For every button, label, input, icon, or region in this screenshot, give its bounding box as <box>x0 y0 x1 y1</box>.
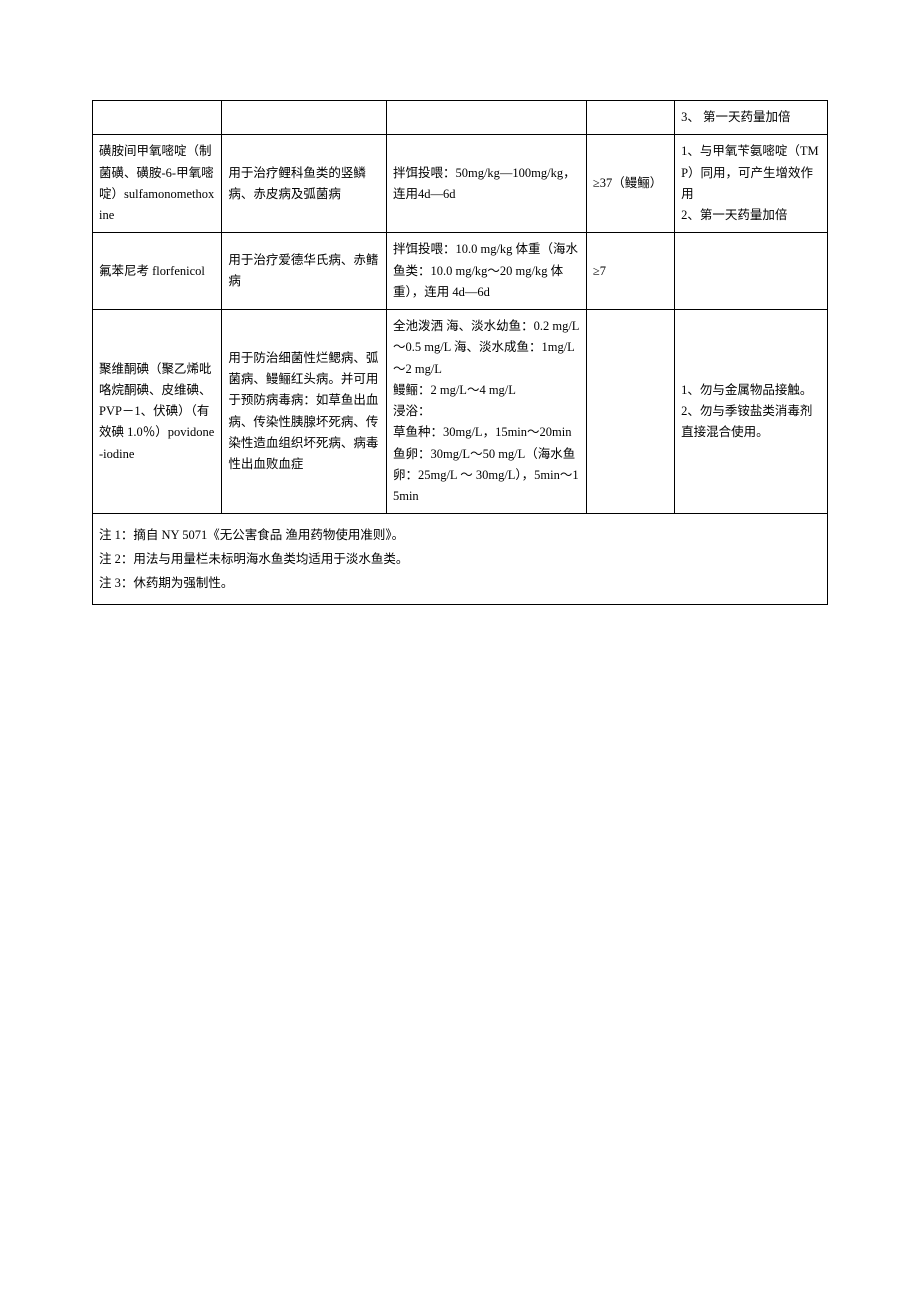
cell-note: 1、与甲氧苄氨嘧啶（TMP）同用，可产生增效作用2、第一天药量加倍 <box>675 135 828 233</box>
table-row: 3、 第一天药量加倍 <box>93 101 828 135</box>
cell-name: 氟苯尼考 florfenicol <box>93 233 222 310</box>
drug-table: 3、 第一天药量加倍 磺胺间甲氧嘧啶（制菌磺、磺胺-6-甲氧嘧啶）sulfamo… <box>92 100 828 605</box>
cell-use: 用于防治细菌性烂鳃病、弧菌病、鳗鲡红头病。并可用于预防病毒病：如草鱼出血病、传染… <box>222 310 387 514</box>
footnote-line: 注 2：用法与用量栏未标明海水鱼类均适用于淡水鱼类。 <box>99 548 821 572</box>
cell-name: 磺胺间甲氧嘧啶（制菌磺、磺胺-6-甲氧嘧啶）sulfamonomethoxine <box>93 135 222 233</box>
cell-dose: 全池泼洒 海、淡水幼鱼：0.2 mg/L～0.5 mg/L 海、淡水成鱼：1mg… <box>386 310 586 514</box>
document-page: 3、 第一天药量加倍 磺胺间甲氧嘧啶（制菌磺、磺胺-6-甲氧嘧啶）sulfamo… <box>0 0 920 645</box>
cell-dose: 拌饵投喂：50mg/kg—100mg/kg，连用4d—6d <box>386 135 586 233</box>
cell-withdrawal <box>586 310 674 514</box>
footnotes-cell: 注 1：摘自 NY 5071《无公害食品 渔用药物使用准则》。 注 2：用法与用… <box>93 514 828 604</box>
cell-use: 用于治疗鲤科鱼类的竖鳞病、赤皮病及弧菌病 <box>222 135 387 233</box>
cell-withdrawal <box>586 101 674 135</box>
cell-dose: 拌饵投喂：10.0 mg/kg 体重（海水鱼类：10.0 mg/kg～20 mg… <box>386 233 586 310</box>
footnotes-row: 注 1：摘自 NY 5071《无公害食品 渔用药物使用准则》。 注 2：用法与用… <box>93 514 828 604</box>
cell-name <box>93 101 222 135</box>
cell-note: 1、勿与金属物品接触。2、勿与季铵盐类消毒剂直接混合使用。 <box>675 310 828 514</box>
footnote-line: 注 3：休药期为强制性。 <box>99 572 821 596</box>
table-row: 聚维酮碘（聚乙烯吡咯烷酮碘、皮维碘、PVP－1、伏碘）（有效碘 1.0％）pov… <box>93 310 828 514</box>
cell-name: 聚维酮碘（聚乙烯吡咯烷酮碘、皮维碘、PVP－1、伏碘）（有效碘 1.0％）pov… <box>93 310 222 514</box>
cell-withdrawal: ≥37（鳗鲡） <box>586 135 674 233</box>
table-row: 氟苯尼考 florfenicol 用于治疗爱德华氏病、赤鳍病 拌饵投喂：10.0… <box>93 233 828 310</box>
footnote-line: 注 1：摘自 NY 5071《无公害食品 渔用药物使用准则》。 <box>99 524 821 548</box>
cell-withdrawal: ≥7 <box>586 233 674 310</box>
cell-dose <box>386 101 586 135</box>
cell-use: 用于治疗爱德华氏病、赤鳍病 <box>222 233 387 310</box>
cell-note <box>675 233 828 310</box>
table-row: 磺胺间甲氧嘧啶（制菌磺、磺胺-6-甲氧嘧啶）sulfamonomethoxine… <box>93 135 828 233</box>
cell-use <box>222 101 387 135</box>
cell-note: 3、 第一天药量加倍 <box>675 101 828 135</box>
